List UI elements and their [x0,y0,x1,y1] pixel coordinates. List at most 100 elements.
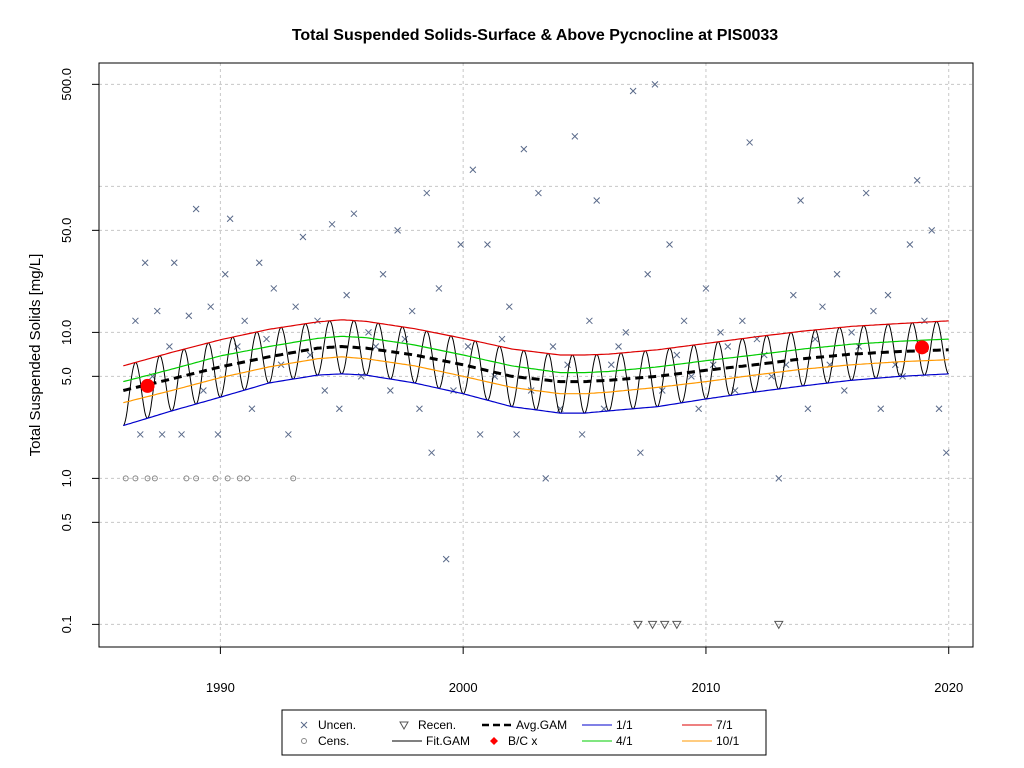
uncensored-point [416,405,423,413]
uncensored-point [695,405,703,413]
uncensored-point [372,343,380,350]
uncensored-point [469,166,477,174]
uncensored-point [299,233,307,241]
uncensored-point [593,197,601,204]
uncensored-point [549,343,557,350]
legend-item: 4/1 [582,734,633,748]
uncensored-point [292,303,300,311]
y-axis-label: Total Suspended Solids [mg/L] [27,254,44,457]
legend-box [281,709,767,756]
uncensored-point [615,343,622,350]
uncensored-point [804,405,812,413]
uncensored-point [622,329,630,336]
uncensored-point [877,405,885,413]
censored-point [193,475,200,482]
uncensored-point [248,405,256,413]
legend-label: 1/1 [616,718,633,732]
uncensored-point [192,205,200,213]
bc-point [915,340,930,355]
plot-frame [98,62,974,648]
uncensored-point [379,270,387,278]
uncensored-point [680,317,688,325]
legend-item: 1/1 [582,718,633,732]
uncensored-point [637,449,644,457]
uncensored-point [921,317,928,325]
legend-item: Avg.GAM [482,718,567,732]
legend-label: B/C x [508,734,537,748]
uncensored-point [335,405,343,413]
legend-label: 10/1 [716,734,740,748]
uncensored-point [607,361,615,369]
legend-item: Uncen. [300,718,356,732]
uncensored-point [717,329,724,336]
uncensored-point [629,87,637,95]
uncensored-point [862,189,870,197]
uncensored-point [673,351,681,359]
uncensored-point [365,329,372,336]
series-line-4-1 [123,335,949,383]
uncensored-point [476,431,484,438]
recensored-point [633,620,643,630]
uncensored-point [153,307,161,315]
plot-content [122,80,950,630]
uncensored-point [658,387,666,394]
censored-point [151,475,158,482]
uncensored-point [884,291,892,299]
uncensored-point [586,317,593,325]
bc-point [140,378,155,393]
legend-label: Recen. [418,718,456,732]
uncensored-point [158,431,166,438]
censored-point [236,475,243,482]
recensored-point [647,620,658,630]
uncensored-point [498,335,506,343]
x-tick-label: 2000 [449,680,478,695]
uncensored-point [702,285,710,292]
uncensored-point [386,387,394,394]
uncensored-point [724,343,732,350]
uncensored-point [394,226,401,234]
uncensored-point [746,139,753,146]
censored-point [224,475,231,482]
uncensored-point [811,335,819,343]
chart-title: Total Suspended Solids-Surface & Above P… [292,27,778,44]
uncensored-point [768,372,775,380]
y-tick-label: 0.5 [59,513,74,531]
recensored-point [659,620,670,630]
y-tick-label: 50.0 [59,218,74,243]
grid [99,63,973,647]
x-tick-label: 2020 [934,680,963,695]
series-line-1-1 [123,373,949,427]
uncensored-point [542,475,550,482]
uncensored-point [270,285,278,292]
uncensored-point [408,307,416,315]
legend-item: 7/1 [682,718,733,732]
series-line-10-1 [123,356,949,404]
y-tick-label: 1.0 [59,469,74,487]
legend-item: 10/1 [682,734,740,748]
uncensored-point [207,303,215,311]
legend-item: Fit.GAM [392,734,470,748]
y-tick-label: 500.0 [59,68,74,101]
uncensored-point [797,197,804,204]
uncensored-point [350,210,358,218]
uncensored-point [442,555,450,563]
series-line-7-1 [123,319,949,367]
uncensored-point [457,241,465,248]
uncensored-point [942,449,950,457]
uncensored-point [255,259,263,267]
uncensored-point [200,387,207,394]
uncensored-point [343,291,350,299]
censored-point [183,475,190,482]
censored-point [244,475,251,482]
uncensored-point [166,343,173,350]
uncensored-point [484,241,491,248]
uncensored-point [891,361,899,369]
uncensored-point [241,317,249,325]
recensored-point [773,620,784,630]
uncensored-point [789,291,797,299]
uncensored-point [314,317,321,325]
uncensored-point [321,387,329,394]
uncensored-point [285,431,292,438]
uncensored-point [819,303,826,311]
